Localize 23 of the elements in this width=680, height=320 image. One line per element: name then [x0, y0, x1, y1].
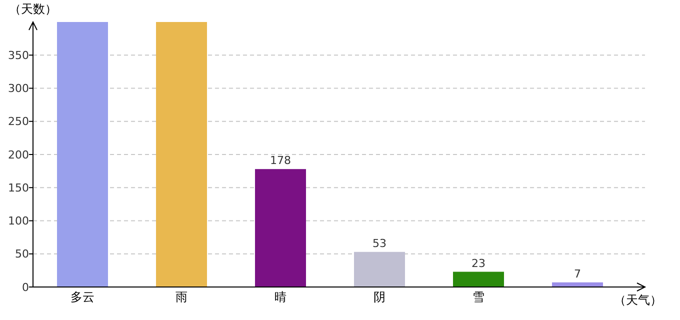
x-tick-label: 雨 — [176, 290, 188, 304]
bar — [57, 22, 108, 287]
data-label: 23 — [472, 256, 486, 270]
y-tick-label: 200 — [8, 148, 29, 162]
bar — [453, 272, 504, 287]
x-tick-label: 雪 — [472, 290, 484, 304]
x-tick-label: 多云 — [70, 290, 94, 304]
y-tick-label: 150 — [8, 181, 29, 194]
x-tick-label: 晴 — [274, 290, 286, 304]
bar — [255, 169, 306, 287]
y-tick-label: 0 — [22, 280, 29, 294]
bar — [156, 22, 207, 287]
x-axis-title: （天气） — [614, 293, 662, 307]
y-tick-label: 250 — [8, 115, 29, 128]
y-tick-label: 350 — [8, 48, 29, 62]
y-axis-title: （天数） — [9, 2, 57, 16]
data-label: 53 — [372, 236, 386, 250]
x-tick-label: 阴 — [374, 290, 386, 304]
data-label: 7 — [574, 267, 581, 280]
y-tick-label: 100 — [8, 214, 29, 228]
y-tick-label: 300 — [8, 82, 29, 96]
y-tick-label: 50 — [15, 248, 29, 261]
data-label: 178 — [270, 154, 291, 168]
